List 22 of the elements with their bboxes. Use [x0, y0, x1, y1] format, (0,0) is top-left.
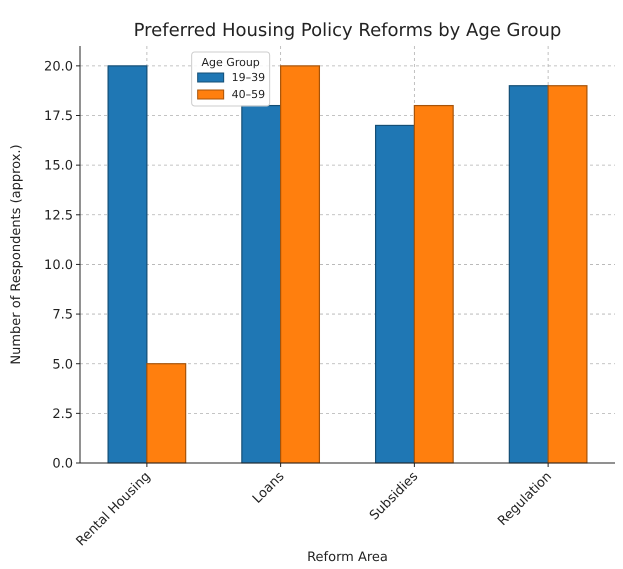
chart-title: Preferred Housing Policy Reforms by Age Group — [134, 20, 562, 41]
bar — [548, 85, 588, 464]
y-tick-label: 2.5 — [52, 406, 73, 422]
bar — [508, 85, 549, 464]
y-tick-label: 17.5 — [44, 109, 73, 124]
legend-title: Age Group — [202, 56, 260, 69]
y-tick-label: 15.0 — [44, 158, 73, 174]
y-axis-title: Number of Respondents (approx.) — [9, 144, 24, 365]
y-tick-label: 7.5 — [52, 308, 73, 323]
y-tick-label: 12.5 — [44, 208, 73, 224]
y-tick-label: 20.0 — [44, 59, 73, 74]
y-tick-label: 0.0 — [52, 456, 73, 472]
x-axis-title: Reform Area — [307, 550, 388, 565]
bar — [280, 65, 320, 464]
bar — [107, 65, 148, 464]
bar — [414, 104, 454, 464]
y-tick-label: 10.0 — [44, 258, 73, 273]
legend-label: 19–39 — [232, 71, 266, 84]
bar — [146, 363, 186, 464]
y-tick-label: 5.0 — [52, 357, 73, 372]
legend-label: 40–59 — [232, 88, 266, 101]
bar — [374, 124, 415, 464]
